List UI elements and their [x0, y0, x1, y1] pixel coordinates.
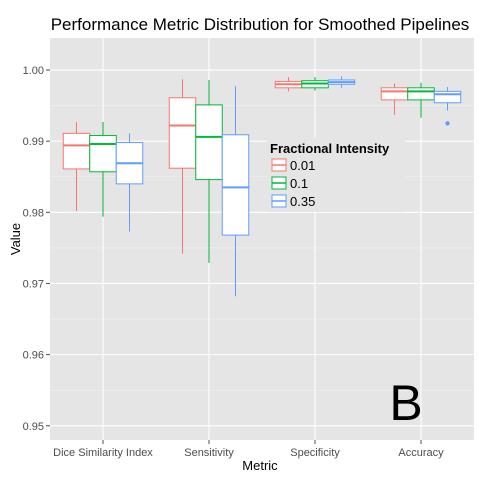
x-tick-label: Specificity: [290, 447, 340, 459]
box-0.1-sensitivity: [195, 79, 223, 263]
box-body: [380, 87, 409, 101]
legend-background: [267, 138, 405, 212]
box-body: [433, 90, 462, 104]
box-body: [221, 134, 250, 236]
boxplot-boxes: [62, 76, 462, 297]
box-0.01-accuracy: [380, 83, 409, 115]
legend-key-0.35: 0.35: [271, 194, 315, 209]
legend-label: 0.1: [290, 176, 308, 191]
box-body: [195, 104, 223, 181]
y-axis: 0.95 0.96 0.97 0.98 0.99 1.00: [23, 65, 50, 433]
box-0.35-sensitivity: [221, 86, 250, 297]
x-axis-title: Metric: [242, 458, 278, 473]
box-0.1-accuracy: [407, 82, 435, 118]
legend-label: 0.35: [290, 194, 315, 209]
y-axis-title: Value: [8, 223, 23, 255]
box-0.35-dice-similarity-index: [115, 133, 144, 232]
legend-key-0.01: 0.01: [271, 158, 315, 173]
x-tick-label: Accuracy: [398, 447, 444, 459]
box-body: [407, 87, 435, 101]
y-tick-label: 0.98: [23, 207, 44, 219]
box-body: [62, 132, 91, 170]
y-tick-label: 0.96: [23, 350, 44, 362]
x-tick-label: Dice Similarity Index: [53, 447, 153, 459]
box-0.01-sensitivity: [168, 79, 197, 254]
box-body: [89, 134, 117, 173]
x-tick-label: Sensitivity: [184, 447, 234, 459]
legend-label: 0.01: [290, 158, 315, 173]
outlier-point: [445, 121, 450, 126]
legend-key-0.1: 0.1: [271, 176, 308, 191]
x-axis: Dice Similarity Index Sensitivity Specific…: [53, 440, 444, 459]
y-tick-label: 1.00: [23, 65, 44, 77]
chart-title: Performance Metric Distribution for Smoo…: [51, 15, 470, 34]
box-0.1-dice-similarity-index: [89, 121, 117, 217]
y-tick-label: 0.97: [23, 278, 44, 290]
box-0.35-specificity: [327, 76, 356, 88]
panel-annotation: B: [389, 375, 422, 431]
legend: Fractional Intensity 0.01 0.1 0.35: [267, 138, 405, 212]
box-0.01-dice-similarity-index: [62, 121, 91, 211]
y-tick-label: 0.95: [23, 421, 44, 433]
legend-title: Fractional Intensity: [270, 141, 390, 156]
box-0.35-accuracy: [433, 87, 462, 126]
plot-panel: [50, 38, 474, 440]
box-body: [168, 97, 197, 169]
y-tick-label: 0.99: [23, 136, 44, 148]
